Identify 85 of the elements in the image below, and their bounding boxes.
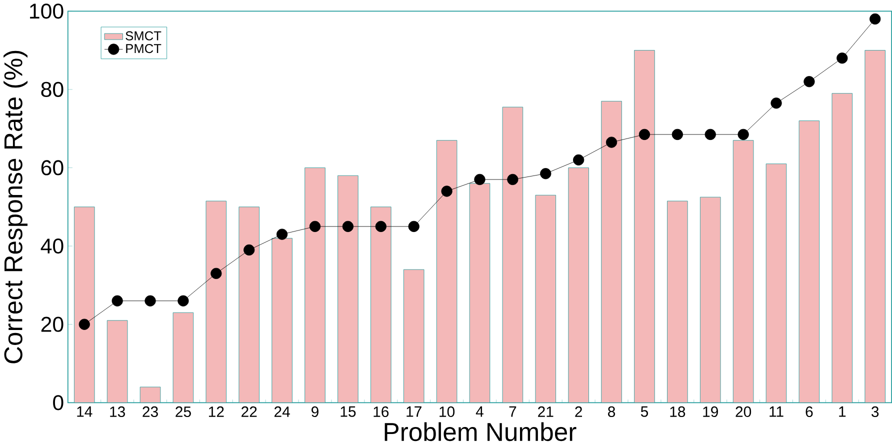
bar (206, 201, 226, 403)
y-tick-label: 100 (30, 4, 64, 19)
bar (634, 50, 655, 403)
x-tick-label: 1 (839, 406, 846, 417)
x-tick-label: 9 (312, 406, 318, 418)
x-tick-label: 13 (110, 406, 125, 418)
point (474, 174, 486, 186)
point (244, 244, 255, 256)
y-tick-label: 80 (41, 82, 64, 98)
bar (502, 107, 523, 403)
x-tick-label: 4 (476, 406, 484, 417)
point (540, 168, 552, 180)
x-tick-label: 17 (406, 406, 422, 417)
x-tick-label: 16 (374, 406, 389, 418)
bar (74, 207, 95, 403)
point (704, 129, 716, 140)
point (507, 174, 518, 186)
bar (304, 168, 326, 403)
legend-label: PMCT (126, 44, 162, 54)
y-tick-label: 0 (53, 395, 64, 410)
x-tick-label: 19 (703, 406, 718, 418)
bar (535, 195, 556, 403)
point (375, 221, 386, 232)
x-tick-label: 11 (770, 406, 784, 417)
x-tick-label: 25 (176, 406, 191, 418)
point (738, 129, 749, 140)
x-tick-label: 3 (872, 406, 879, 418)
point (441, 186, 452, 197)
bar (667, 201, 688, 403)
point (210, 268, 222, 280)
y-tick-label: 40 (40, 238, 64, 254)
y-tick-label: 60 (41, 160, 64, 176)
bar (238, 207, 260, 403)
bar (436, 140, 457, 403)
bar (799, 120, 820, 403)
point (770, 98, 782, 109)
point (804, 76, 815, 88)
point (309, 221, 321, 232)
point (672, 129, 683, 140)
x-tick-label: 23 (142, 406, 158, 418)
y-axis-title: Correct Response Rate (%) (4, 51, 28, 364)
point (276, 228, 288, 240)
x-tick-label: 18 (670, 406, 686, 418)
x-tick-label: 22 (242, 406, 257, 418)
bar (173, 312, 194, 403)
bar (832, 94, 852, 403)
bar (864, 50, 886, 403)
bar (733, 140, 754, 403)
x-tick-label: 21 (538, 406, 554, 418)
point (836, 52, 848, 64)
bar (370, 207, 392, 403)
point (78, 318, 90, 330)
x-tick-label: 24 (274, 406, 290, 418)
x-tick-label: 5 (640, 406, 648, 418)
x-tick-label: 2 (575, 406, 582, 418)
legend-label: SMCT (126, 31, 162, 41)
bar (272, 238, 292, 403)
bar (601, 101, 622, 403)
x-tick-label: 20 (736, 406, 752, 418)
y-tick-label: 20 (41, 316, 64, 332)
point (638, 129, 650, 140)
point (342, 221, 354, 232)
point (112, 295, 123, 307)
bar (766, 164, 786, 403)
point (144, 295, 156, 307)
x-tick-label: 14 (77, 406, 92, 417)
point (870, 14, 881, 25)
x-tick-label: 7 (509, 406, 516, 417)
point (606, 136, 618, 148)
bar (338, 176, 358, 403)
bar (700, 197, 721, 403)
bar (140, 387, 160, 403)
bar (404, 270, 424, 403)
x-tick-label: 10 (440, 406, 455, 418)
point (573, 154, 584, 166)
point (178, 295, 189, 307)
x-tick-label: 12 (208, 406, 224, 418)
bar (568, 168, 589, 403)
x-tick-label: 15 (340, 406, 356, 418)
x-tick-label: 8 (608, 406, 616, 418)
x-axis-title: Problem Number (384, 422, 576, 442)
point (408, 221, 420, 232)
bar (470, 184, 490, 403)
bar (107, 320, 128, 403)
x-tick-label: 6 (806, 406, 813, 418)
